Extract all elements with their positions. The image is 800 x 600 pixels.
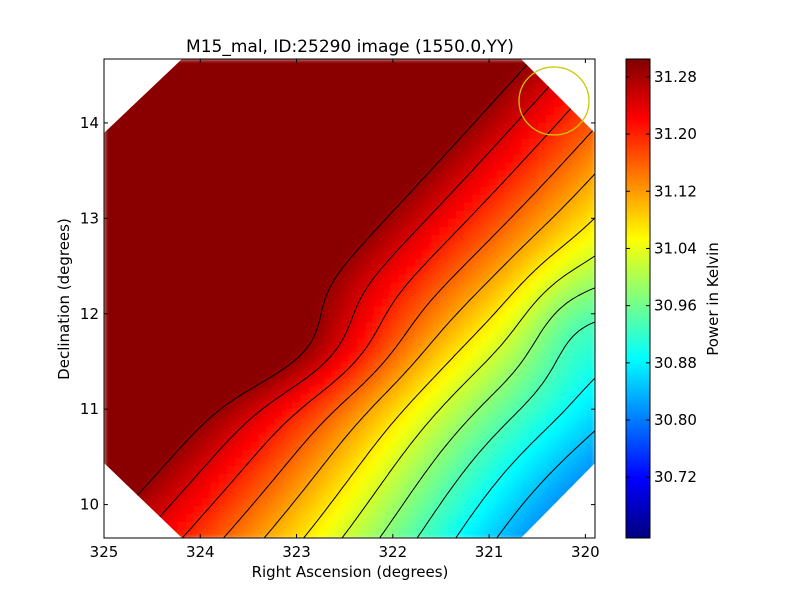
colorbar-tick-label: 30.96: [654, 297, 697, 315]
y-axis-ticks: 10 11 12 13 14: [80, 114, 595, 514]
heatmap-area: [104, 59, 595, 538]
x-tick-label: 324: [186, 543, 215, 561]
plot-frame: [103, 58, 596, 539]
colorbar-tick-label: 31.28: [654, 68, 697, 86]
y-tick-label: 10: [80, 496, 99, 514]
y-tick-label: 13: [80, 209, 99, 227]
x-axis-label: Right Ascension (degrees): [252, 563, 449, 581]
chart-title: M15_mal, ID:25290 image (1550.0,YY): [186, 37, 514, 57]
contour-line: [263, 173, 595, 538]
colorbar-ticks: 30.72 30.80 30.88 30.96 31.04 31.12 31.20 31.28: [626, 68, 697, 486]
beam-circle: [518, 66, 590, 136]
x-tick-label: 321: [475, 543, 504, 561]
colorbar-tick-label: 31.20: [654, 125, 697, 143]
x-tick-label: 320: [571, 543, 600, 561]
colorbar-tick-label: 30.72: [654, 468, 697, 486]
colorbar-gradient: [625, 58, 651, 539]
y-tick-label: 11: [80, 400, 99, 418]
contour-line: [587, 529, 595, 538]
x-tick-label: 323: [282, 543, 311, 561]
x-tick-label: 322: [379, 543, 408, 561]
colorbar-label: Power in Kelvin: [704, 242, 722, 356]
contour-lines: [104, 59, 595, 538]
x-tick-label: 325: [90, 543, 119, 561]
y-tick-label: 14: [80, 114, 99, 132]
colorbar-tick-label: 30.88: [654, 354, 697, 372]
contour-line: [416, 321, 595, 538]
colorbar: 30.72 30.80 30.88 30.96 31.04 31.12 31.20 31.28…: [625, 58, 722, 539]
colorbar-tick-label: 30.80: [654, 411, 697, 429]
y-axis-label: Declination (degrees): [55, 218, 73, 380]
colorbar-tick-label: 31.04: [654, 239, 697, 257]
contour-line: [341, 255, 595, 538]
x-axis-ticks: 325 324 323 322 321 320: [90, 59, 600, 561]
colorbar-tick-label: 31.12: [654, 182, 697, 200]
heatmap-cells: [104, 59, 595, 538]
y-tick-label: 12: [80, 305, 99, 323]
